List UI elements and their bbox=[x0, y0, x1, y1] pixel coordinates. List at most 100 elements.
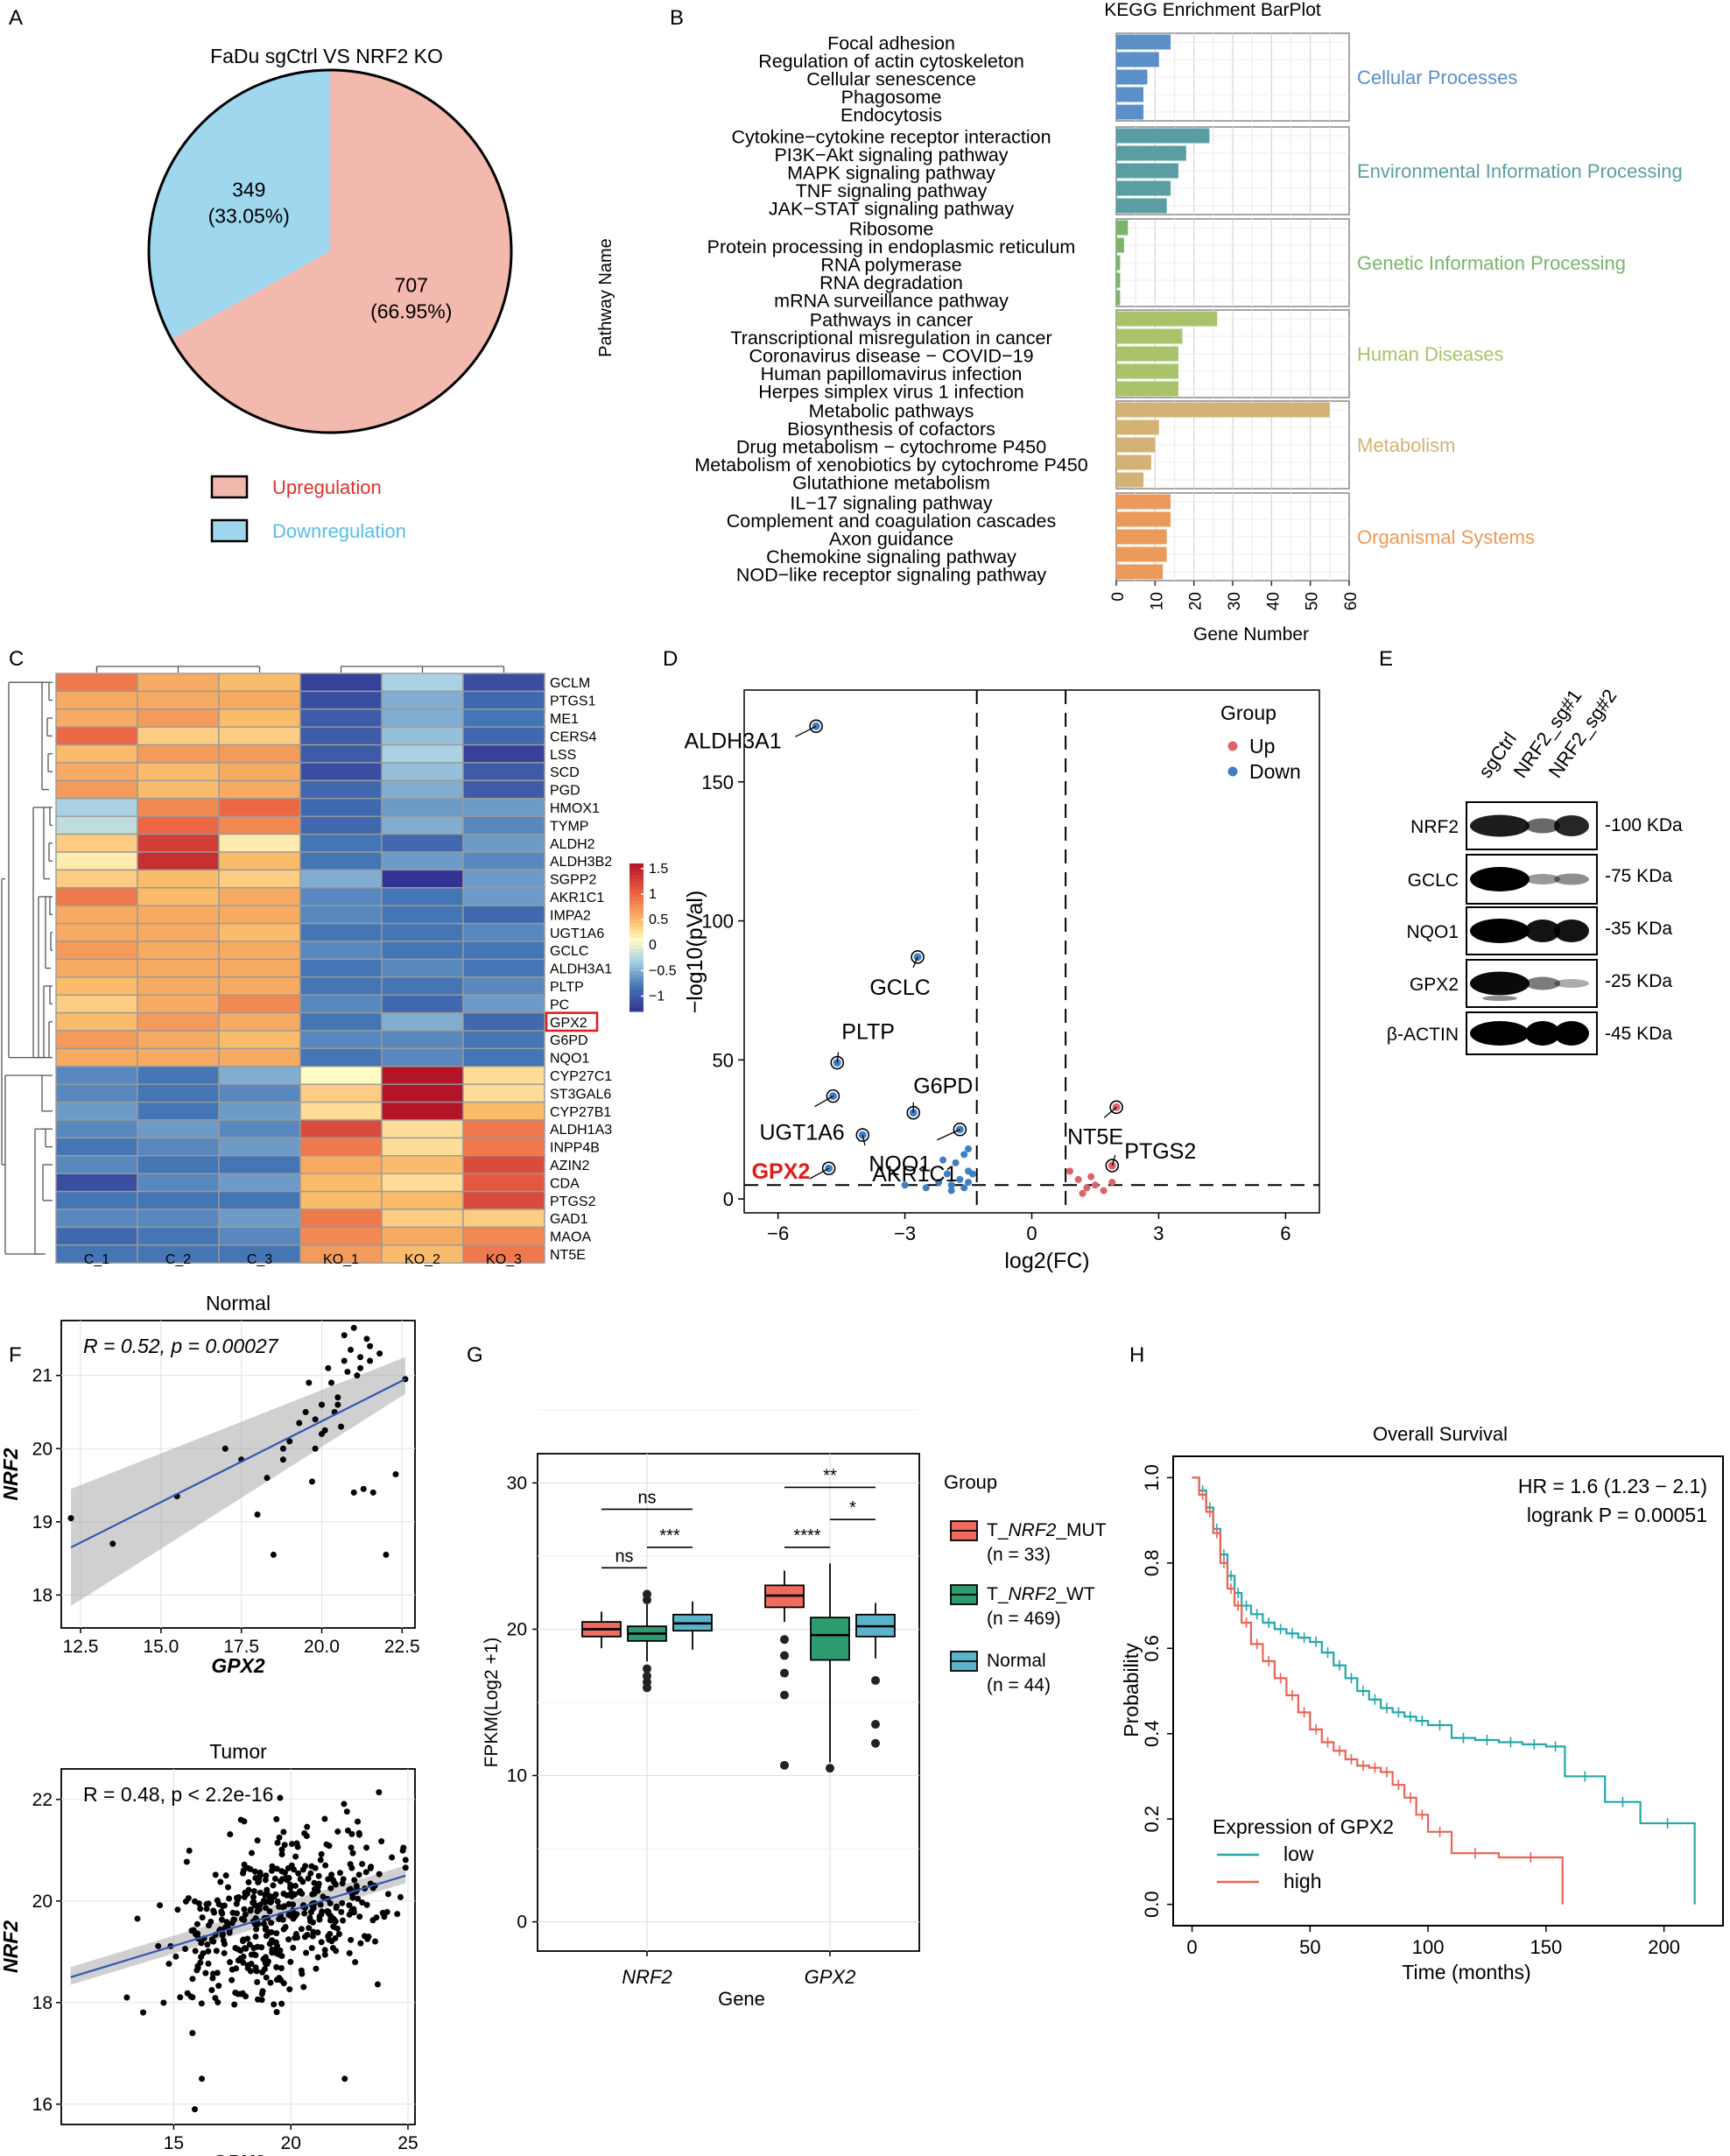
blot-band bbox=[1482, 996, 1517, 1001]
heatmap-cell bbox=[299, 905, 383, 925]
heatmap-legend-step bbox=[629, 948, 643, 953]
kegg-group-label: Human Diseases bbox=[1357, 343, 1504, 365]
scatter-point bbox=[268, 1893, 275, 1900]
heatmap-cell bbox=[462, 815, 545, 835]
heatmap-cell bbox=[299, 851, 383, 871]
heatmap-legend-step bbox=[629, 885, 643, 891]
scatter-point bbox=[329, 1944, 336, 1951]
scatter-point bbox=[273, 2009, 280, 2016]
heatmap-cell bbox=[137, 762, 220, 782]
panel-letter-e: E bbox=[1379, 647, 1393, 671]
heatmap-cell bbox=[218, 1101, 301, 1121]
scatter-point bbox=[237, 1816, 244, 1823]
heatmap-cell bbox=[218, 1047, 301, 1067]
heatmap-cell bbox=[381, 726, 464, 746]
heatmap-row-label: TYMP bbox=[550, 819, 588, 834]
heatmap-cell bbox=[381, 798, 464, 817]
scatter-point bbox=[210, 1907, 217, 1914]
blot-lane-label: sgCtrl bbox=[1474, 728, 1521, 781]
volcano-point bbox=[1079, 1189, 1087, 1197]
scatter-point bbox=[285, 1900, 292, 1907]
volcano-point-ring bbox=[855, 1128, 870, 1142]
heatmap-cell bbox=[55, 815, 138, 835]
scatter-xtick-label: 15 bbox=[164, 2133, 184, 2153]
heatmap-cell bbox=[55, 976, 138, 996]
box-outlier bbox=[780, 1668, 789, 1678]
scatter-point bbox=[363, 1335, 370, 1342]
scatter-point bbox=[365, 1933, 372, 1940]
volcano-ylabel: −log10(pVal) bbox=[683, 891, 707, 1014]
scatter-point bbox=[172, 1953, 179, 1960]
scatter-point bbox=[254, 1511, 261, 1518]
heatmap-cell bbox=[55, 887, 138, 906]
box-outlier bbox=[780, 1651, 789, 1660]
heatmap-cell bbox=[299, 726, 383, 746]
box-outlier bbox=[780, 1635, 789, 1645]
heatmap-cell bbox=[299, 1047, 383, 1067]
heatmap-col-label: KO_3 bbox=[486, 1252, 522, 1267]
km-xtick-label: 50 bbox=[1299, 1936, 1320, 1958]
heatmap-cell bbox=[381, 851, 464, 871]
heatmap-cell bbox=[137, 922, 220, 942]
sig-label: * bbox=[849, 1498, 856, 1518]
heatmap-cell bbox=[218, 833, 301, 853]
scatter-point bbox=[279, 1445, 286, 1452]
kegg-xtick-label: 10 bbox=[1148, 592, 1166, 610]
heatmap-cell bbox=[137, 1066, 220, 1085]
heatmap-cell bbox=[218, 726, 301, 746]
kegg-pathway-label: Ribosome bbox=[849, 219, 934, 240]
volcano-point-label: ALDH3A1 bbox=[685, 729, 782, 753]
volcano-leader bbox=[836, 1052, 840, 1063]
scatter-point bbox=[273, 1930, 280, 1937]
kegg-pathway-label: Protein processing in endoplasmic reticu… bbox=[707, 236, 1076, 257]
volcano-legend-title: Group bbox=[1220, 701, 1276, 724]
kegg-pathway-label: Complement and coagulation cascades bbox=[727, 511, 1056, 532]
heatmap-cell bbox=[55, 941, 138, 961]
volcano-ytick-label: 100 bbox=[701, 911, 734, 933]
heatmap-row-label: UGT1A6 bbox=[550, 927, 604, 941]
blot-band bbox=[1525, 976, 1560, 990]
heatmap-row-label: SCD bbox=[550, 765, 580, 780]
scatter-point bbox=[281, 1842, 288, 1849]
scatter-point bbox=[240, 1959, 247, 1966]
kegg-pathway-label: Metabolic pathways bbox=[809, 401, 974, 422]
volcano-point bbox=[1091, 1181, 1099, 1189]
scatter-point bbox=[220, 1937, 227, 1944]
scatter-point bbox=[291, 1866, 298, 1873]
scatter-point bbox=[177, 1994, 184, 2001]
volcano-ytick-label: 150 bbox=[701, 772, 734, 793]
heatmap-cell bbox=[462, 743, 545, 764]
km-legend-label: low bbox=[1283, 1842, 1314, 1865]
scatter-xtick-label: 25 bbox=[397, 2133, 418, 2153]
heatmap-cell bbox=[218, 1083, 301, 1103]
kegg-pathway-label: Chemokine signaling pathway bbox=[766, 546, 1016, 567]
kegg-bar bbox=[1116, 454, 1151, 470]
box-ytick-label: 10 bbox=[507, 1766, 527, 1786]
heatmap-legend-step bbox=[629, 892, 643, 898]
scatter-point bbox=[193, 1932, 200, 1939]
heatmap-cell bbox=[381, 1190, 464, 1210]
heatmap-cell bbox=[218, 976, 301, 996]
heatmap-cell bbox=[55, 726, 138, 746]
kegg-pathway-label: Metabolism of xenobiotics by cytochrome … bbox=[694, 454, 1087, 476]
kegg-bar bbox=[1116, 494, 1171, 510]
scatter-point bbox=[245, 1886, 252, 1893]
scatter-point bbox=[336, 1870, 343, 1877]
scatter-point bbox=[227, 1831, 234, 1838]
scatter-point bbox=[266, 1908, 273, 1915]
heatmap-legend-step bbox=[629, 992, 643, 997]
heatmap-cell bbox=[137, 1190, 220, 1210]
heatmap-cell bbox=[462, 1030, 545, 1050]
scatter-point bbox=[355, 1818, 362, 1825]
scatter-point bbox=[282, 1924, 289, 1931]
scatter-point bbox=[314, 1954, 321, 1961]
heatmap-cell bbox=[381, 1137, 464, 1157]
scatter-point bbox=[330, 1878, 337, 1885]
scatter-point bbox=[332, 1918, 339, 1925]
scatter-point bbox=[207, 1918, 214, 1925]
scatter-point bbox=[317, 1901, 324, 1908]
heatmap-cell bbox=[299, 798, 383, 817]
heatmap-cell bbox=[55, 1011, 138, 1032]
scatter-point bbox=[334, 1828, 341, 1835]
scatter-point bbox=[255, 1878, 262, 1885]
